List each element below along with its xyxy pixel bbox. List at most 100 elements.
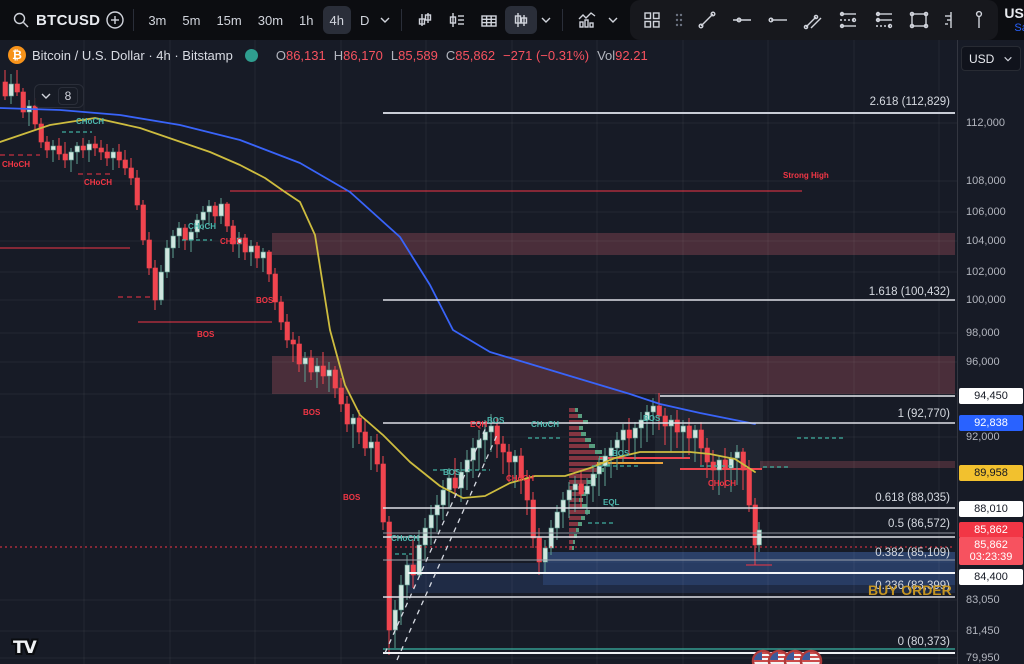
save-button[interactable]: Save (1014, 21, 1024, 34)
svg-text:CHoCH: CHoCH (220, 237, 248, 246)
trend-projection-dashes[interactable] (384, 424, 498, 661)
ohlc-low-key: L (390, 47, 399, 63)
indicators-chevron-icon[interactable] (604, 6, 622, 34)
price-badge-89958: 89,958 (959, 465, 1023, 481)
axis-tick: 98,000 (966, 327, 1000, 339)
timeframe-D[interactable]: D (359, 12, 370, 28)
fib-labels: 2.618 (112,829) 1.618 (100,432) 1 (92,770)… (869, 96, 950, 648)
drawing-tools-panel (630, 0, 999, 40)
symbol-title[interactable]: Bitcoin / U.S. Dollar · 4h · Bitstamp (32, 47, 233, 63)
ohlc-high-value: 86,170 (343, 47, 383, 63)
rectangle-icon[interactable] (902, 6, 936, 34)
symbol-legend[interactable]: ₿ Bitcoin / U.S. Dollar · 4h · Bitstamp … (8, 46, 648, 64)
ohlc-open-value: 86,131 (285, 47, 326, 63)
svg-text:2.618 (112,829): 2.618 (112,829) (870, 96, 951, 108)
svg-text:0.5 (86,572): 0.5 (86,572) (888, 518, 950, 530)
fib-lines[interactable] (0, 112, 955, 654)
svg-text:BOS: BOS (343, 493, 361, 502)
btc-coin-icon: ₿ (8, 46, 26, 64)
svg-text:CHoCH: CHoCH (531, 420, 559, 429)
search-icon[interactable] (10, 9, 32, 31)
style-chevron-icon[interactable] (537, 6, 555, 34)
price-label-icon[interactable] (966, 6, 992, 34)
svg-text:CHoCH: CHoCH (84, 178, 112, 187)
symbol-search-button[interactable]: BTCUSD (36, 11, 101, 29)
compare-add-icon[interactable] (104, 9, 126, 31)
svg-text:BOS: BOS (487, 416, 505, 425)
indicators-count-badge: 8 (58, 87, 78, 105)
currency-dropdown[interactable]: USD (961, 46, 1021, 71)
fib-retracement-icon[interactable] (830, 6, 866, 34)
timeframe-chevron-icon[interactable] (376, 6, 394, 34)
top-toolbar: BTCUSD 3m 5m 15m 30m 1h 4h D (0, 0, 1024, 40)
long-position-icon[interactable] (936, 6, 966, 34)
svg-text:BOS: BOS (443, 468, 461, 477)
timeframe-30m[interactable]: 30m (257, 12, 284, 28)
ohlc-close-key: C (445, 47, 456, 63)
flag-emoji-markers[interactable] (751, 649, 823, 664)
zones-layer[interactable] (272, 233, 955, 593)
axis-tick: 83,050 (966, 594, 1000, 606)
price-axis[interactable]: 112,000 108,000 106,000 104,000 102,000 100,0… (957, 40, 1024, 664)
ohlc-close-value: 85,862 (455, 47, 496, 63)
timeframe-5m[interactable]: 5m (182, 12, 201, 28)
horizontal-line-icon[interactable] (760, 6, 796, 34)
layout-grid-icon[interactable] (636, 6, 668, 34)
ohlc-high-key: H (333, 47, 344, 63)
heatmap-style-icon[interactable] (473, 6, 505, 34)
candles-style-icon[interactable] (505, 6, 538, 34)
axis-tick: 106,000 (966, 206, 1006, 218)
fib-extension-icon[interactable] (866, 6, 902, 34)
structure-lines[interactable] (0, 154, 802, 566)
svg-text:CHoCH: CHoCH (76, 117, 104, 126)
svg-text:EQH: EQH (470, 420, 488, 429)
price-badge-85862: 85,862 03:23:39 (959, 537, 1023, 565)
toolbar-separator (562, 9, 564, 31)
toolbar-separator (133, 9, 135, 31)
buy-order-label[interactable]: BUY ORDER (868, 582, 952, 598)
svg-text:CHoCH: CHoCH (506, 474, 534, 483)
market-status-dot (244, 48, 258, 62)
svg-text:0.382 (85,109): 0.382 (85,109) (875, 547, 950, 559)
hlc-style-icon[interactable] (441, 6, 473, 34)
tradingview-logo[interactable]: TV (13, 638, 37, 658)
axis-tick: 96,000 (966, 356, 1000, 368)
svg-text:0.618 (88,035): 0.618 (88,035) (875, 492, 950, 504)
bars-style-icon[interactable] (409, 6, 441, 34)
axis-tick: 102,000 (966, 266, 1006, 278)
volume-value: 92.21 (615, 47, 648, 63)
change-value: −271 (−0.31%) (503, 47, 590, 63)
smc-labels: CHoCHCHoCHCHoCHCHoCHCHoCHBOSBOSBOSBOSEQH… (2, 117, 829, 543)
svg-text:CHoCH: CHoCH (2, 160, 30, 169)
svg-text:0 (80,373): 0 (80,373) (898, 636, 951, 648)
chevron-down-icon (41, 93, 51, 99)
strong-high-label: Strong High (783, 171, 829, 180)
timeframe-1h[interactable]: 1h (299, 12, 314, 28)
svg-text:1.618 (100,432): 1.618 (100,432) (869, 286, 950, 298)
price-badge-92838: 92,838 (959, 415, 1023, 431)
price-badge-88010: 88,010 (959, 501, 1023, 517)
svg-text:CHoCH: CHoCH (708, 479, 736, 488)
price-badge-84400: 84,400 (959, 569, 1023, 585)
equal-high-low-dashes[interactable] (62, 131, 843, 555)
axis-tick: 108,000 (966, 175, 1006, 187)
axis-tick: 104,000 (966, 235, 1006, 247)
ma-blue-line (0, 107, 756, 425)
svg-text:1 (92,770): 1 (92,770) (898, 408, 951, 420)
horizontal-ray-icon[interactable] (724, 6, 760, 34)
svg-text:BOS: BOS (256, 296, 274, 305)
timeframe-4h[interactable]: 4h (322, 6, 351, 34)
indicators-collapsed-widget[interactable]: 8 (34, 84, 84, 108)
trend-line-icon[interactable] (690, 6, 724, 34)
indicators-icon[interactable] (570, 6, 604, 34)
timeframe-15m[interactable]: 15m (216, 12, 242, 28)
svg-text:CHoCH: CHoCH (188, 222, 216, 231)
drag-handle-icon[interactable] (668, 9, 690, 31)
toolbar-separator (401, 9, 403, 31)
parallel-channel-icon[interactable] (796, 6, 830, 34)
price-badge-85862: 85,862 (959, 522, 1023, 538)
svg-text:EQL: EQL (603, 498, 620, 507)
timeframe-3m[interactable]: 3m (148, 12, 167, 28)
